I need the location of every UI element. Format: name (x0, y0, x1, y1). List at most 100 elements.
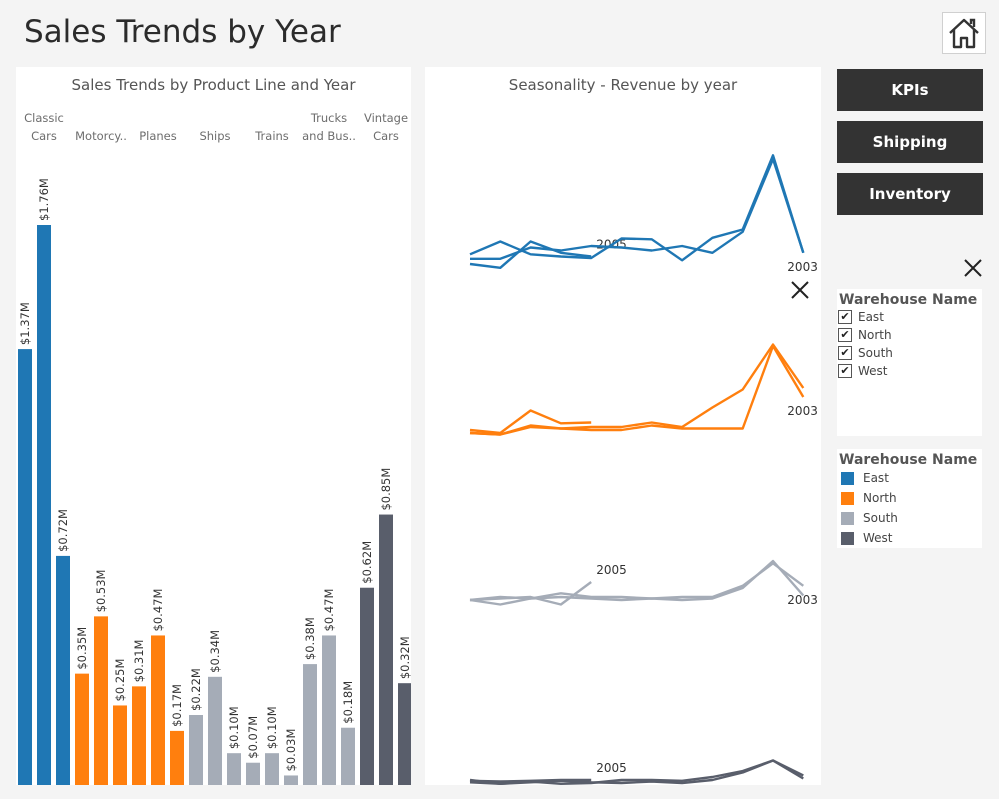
line-chart-panel: Seasonality - Revenue by year 2005 2003 20… (425, 67, 821, 785)
series-line[interactable] (469, 343, 805, 436)
legend-item-west[interactable]: West (841, 528, 982, 548)
category-label: Motorcy.. (61, 127, 141, 145)
bar[interactable] (75, 673, 89, 785)
bar[interactable] (208, 676, 222, 785)
bar[interactable] (265, 753, 279, 785)
legend-swatch (841, 511, 854, 525)
data-label: $0.07M (246, 716, 260, 759)
bar[interactable] (37, 225, 51, 785)
series-line[interactable] (469, 581, 592, 606)
filter-item-label: West (858, 364, 888, 378)
bar[interactable] (341, 727, 355, 785)
color-legend: Warehouse Name East North South West (837, 449, 982, 548)
category-label-line: Motorcy.. (75, 129, 127, 143)
home-icon (949, 18, 979, 49)
filter-item-label: South (858, 346, 893, 360)
legend-item-label: South (863, 511, 898, 525)
filter-item-south[interactable]: ✔ South (838, 344, 982, 362)
bar[interactable] (113, 705, 127, 785)
checkbox[interactable]: ✔ (838, 364, 852, 378)
data-label: $1.76M (37, 178, 51, 221)
bar[interactable] (398, 683, 411, 785)
data-label: $0.35M (75, 627, 89, 670)
shipping-button[interactable]: Shipping (837, 121, 983, 163)
series-line[interactable] (469, 409, 592, 435)
data-label: $0.47M (151, 589, 165, 632)
close-icon[interactable] (963, 258, 983, 278)
series-line[interactable] (469, 240, 592, 270)
category-label-line: Classic (24, 111, 64, 125)
data-label: $0.62M (360, 541, 374, 584)
data-label: $0.03M (284, 729, 298, 772)
category-label-line: Trucks (310, 111, 348, 125)
legend-swatch (841, 491, 854, 505)
legend-swatch (841, 471, 854, 485)
bar[interactable] (18, 349, 32, 785)
bar[interactable] (360, 587, 374, 785)
category-label: Classic Cars (4, 109, 84, 145)
data-label: $0.53M (94, 570, 108, 613)
filter-item-north[interactable]: ✔ North (838, 326, 982, 344)
legend-item-south[interactable]: South (841, 508, 982, 528)
line-chart-title: Seasonality - Revenue by year (508, 76, 738, 94)
category-label-line: Planes (139, 129, 177, 143)
legend-item-east[interactable]: East (841, 468, 982, 488)
bar[interactable] (189, 715, 203, 785)
bar[interactable] (94, 616, 108, 785)
category-label: Trucks and Bus.. (289, 109, 369, 145)
category-label: Vintage Cars (346, 109, 426, 145)
legend-item-north[interactable]: North (841, 488, 982, 508)
bar[interactable] (303, 664, 317, 785)
page-title: Sales Trends by Year (24, 14, 341, 50)
bar[interactable] (132, 686, 146, 785)
data-label: $0.10M (265, 706, 279, 749)
series-line[interactable] (469, 344, 805, 436)
series-line[interactable] (469, 154, 805, 262)
home-button[interactable] (942, 12, 986, 54)
category-label: Trains (232, 127, 312, 145)
legend-item-label: East (863, 471, 889, 485)
line-chart: 2005200320032005200320052003 (469, 154, 818, 785)
series-line[interactable] (470, 157, 805, 261)
filter-item-west[interactable]: ✔ West (838, 362, 982, 380)
series-label: 2005 (596, 761, 627, 775)
series-line[interactable] (469, 559, 805, 606)
close-icon[interactable] (790, 280, 810, 300)
inventory-button[interactable]: Inventory (837, 173, 983, 215)
data-label: $0.85M (379, 468, 393, 511)
data-label: $0.72M (56, 509, 70, 552)
bar[interactable] (56, 555, 70, 785)
bar[interactable] (379, 514, 393, 785)
bar[interactable] (246, 762, 260, 785)
filter-item-east[interactable]: ✔ East (838, 308, 982, 326)
checkbox[interactable]: ✔ (838, 346, 852, 360)
data-label: $0.22M (189, 668, 203, 711)
legend-swatch (841, 531, 854, 545)
series-line[interactable] (469, 759, 804, 785)
series-label: 2003 (787, 404, 818, 418)
data-label: $0.38M (303, 617, 317, 660)
data-label: $0.32M (398, 636, 411, 679)
bar-chart-panel: Sales Trends by Product Line and Year Cl… (16, 67, 411, 785)
checkbox[interactable]: ✔ (838, 328, 852, 342)
series-label: 2003 (787, 593, 818, 607)
category-label-line: Cars (31, 129, 57, 143)
bar[interactable] (284, 775, 298, 785)
category-label-line: Ships (199, 129, 231, 143)
bar[interactable] (322, 635, 336, 785)
filter-item-label: North (858, 328, 892, 342)
bar[interactable] (170, 730, 184, 785)
series-line[interactable] (469, 562, 805, 602)
category-label: Ships (175, 127, 255, 145)
bar[interactable] (227, 753, 241, 785)
legend-item-label: North (863, 491, 897, 505)
bar[interactable] (151, 635, 165, 785)
legend-item-label: West (863, 531, 893, 545)
checkbox[interactable]: ✔ (838, 310, 852, 324)
data-label: $0.10M (227, 706, 241, 749)
kpis-button[interactable]: KPIs (837, 69, 983, 111)
bar-chart-title: Sales Trends by Product Line and Year (71, 76, 356, 94)
series-label: 2003 (787, 260, 818, 274)
filter-title: Warehouse Name (839, 292, 978, 308)
category-label-line: Trains (255, 129, 289, 143)
